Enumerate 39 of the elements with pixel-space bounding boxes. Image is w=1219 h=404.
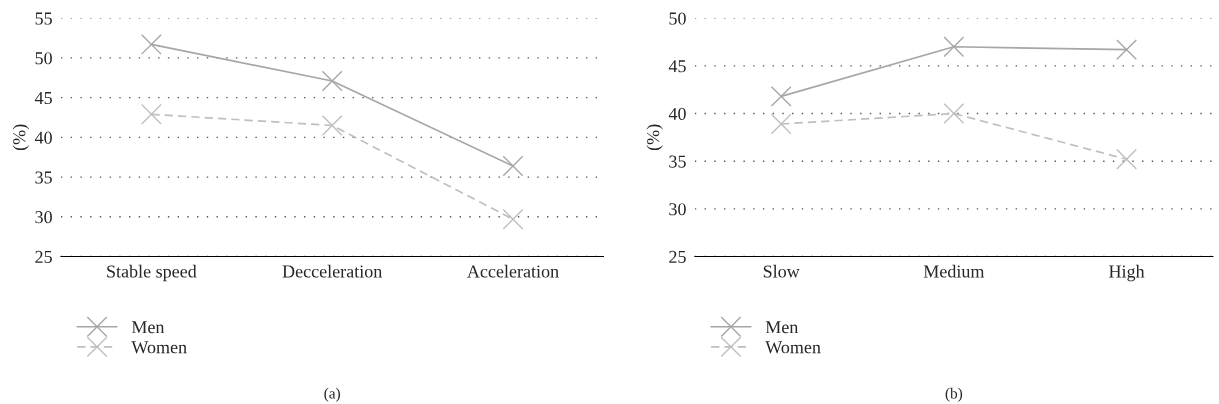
legend-label: Men (765, 321, 799, 334)
legend-label: Women (765, 341, 821, 354)
y-tick-label: 40 (668, 107, 686, 120)
point (943, 36, 965, 58)
x-tick-label: High (1109, 264, 1145, 282)
x-tick-label: Medium (923, 264, 985, 278)
y-tick-label: 40 (34, 131, 52, 144)
y-tick-label: 35 (35, 171, 52, 184)
y-tick-label: 45 (668, 60, 686, 73)
y-tick-label: 30 (35, 211, 52, 224)
x-tick-label: Stable speed (107, 264, 197, 282)
point (502, 208, 524, 230)
legend-label: Men (131, 321, 165, 334)
y-tick-label: 50 (35, 52, 52, 65)
x-tick-label: Slow (763, 264, 800, 278)
point (1116, 39, 1137, 61)
y-tick-label: 50 (669, 12, 686, 25)
text: (a) (324, 387, 340, 402)
y-axis-title: (%) (646, 124, 663, 151)
y-tick-label: 30 (669, 203, 686, 216)
point (321, 115, 343, 136)
y-tick-label: 25 (35, 250, 52, 263)
point (140, 103, 162, 125)
point (321, 70, 343, 92)
legend-label: Women (131, 341, 187, 354)
y-tick-label: 35 (669, 155, 686, 168)
point (943, 103, 965, 124)
y-tick-label: 25 (669, 250, 686, 263)
x-tick-label: Decceleration (282, 264, 383, 278)
point (140, 33, 162, 55)
point (770, 113, 792, 135)
y-axis-title: (%) (12, 124, 30, 151)
y-tick-label: 55 (35, 12, 52, 25)
point (770, 85, 792, 107)
point (1116, 148, 1137, 170)
y-tick-label: 45 (34, 92, 52, 105)
point (502, 155, 524, 177)
text: (b) (945, 387, 963, 402)
x-tick-label: Acceleration (467, 264, 559, 278)
